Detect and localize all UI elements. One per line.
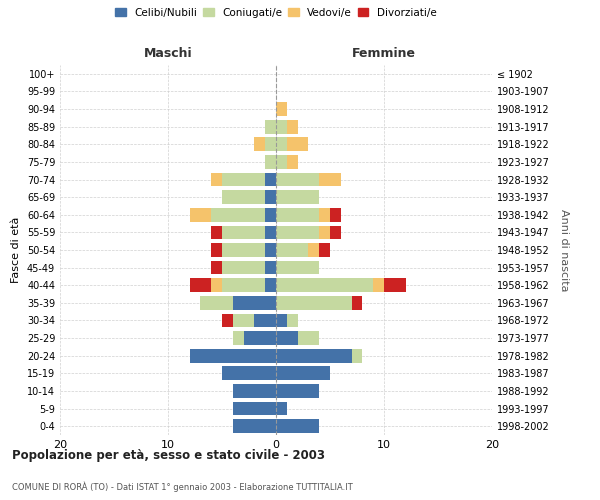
Bar	[211, 278, 222, 292]
Bar	[276, 226, 319, 239]
Bar	[222, 260, 265, 274]
Bar	[276, 172, 319, 186]
Bar	[276, 349, 352, 362]
Y-axis label: Anni di nascita: Anni di nascita	[559, 209, 569, 291]
Bar	[276, 208, 319, 222]
Text: Maschi: Maschi	[143, 47, 193, 60]
Bar	[222, 366, 276, 380]
Bar	[254, 138, 265, 151]
Text: Femmine: Femmine	[352, 47, 416, 60]
Bar	[276, 243, 308, 257]
Bar	[265, 120, 276, 134]
Bar	[276, 260, 319, 274]
Bar	[287, 138, 308, 151]
Bar	[319, 243, 330, 257]
Bar	[244, 331, 276, 345]
Bar	[384, 278, 406, 292]
Bar	[265, 190, 276, 204]
Bar	[211, 172, 222, 186]
Bar	[276, 331, 298, 345]
Bar	[287, 314, 298, 328]
Bar	[276, 420, 319, 433]
Bar	[265, 172, 276, 186]
Bar	[352, 349, 362, 362]
Bar	[287, 155, 298, 169]
Bar	[276, 296, 352, 310]
Bar	[298, 331, 319, 345]
Legend: Celibi/Nubili, Coniugati/e, Vedovi/e, Divorziati/e: Celibi/Nubili, Coniugati/e, Vedovi/e, Di…	[115, 8, 437, 18]
Bar	[233, 331, 244, 345]
Bar	[211, 243, 222, 257]
Bar	[222, 243, 265, 257]
Bar	[265, 208, 276, 222]
Bar	[211, 226, 222, 239]
Bar	[190, 349, 276, 362]
Bar	[233, 402, 276, 415]
Bar	[265, 226, 276, 239]
Bar	[287, 120, 298, 134]
Bar	[330, 208, 341, 222]
Bar	[211, 260, 222, 274]
Bar	[233, 420, 276, 433]
Bar	[222, 190, 265, 204]
Bar	[200, 296, 233, 310]
Text: Popolazione per età, sesso e stato civile - 2003: Popolazione per età, sesso e stato civil…	[12, 450, 325, 462]
Bar	[265, 260, 276, 274]
Bar	[352, 296, 362, 310]
Bar	[265, 278, 276, 292]
Bar	[222, 172, 265, 186]
Bar	[276, 102, 287, 116]
Text: COMUNE DI RORÀ (TO) - Dati ISTAT 1° gennaio 2003 - Elaborazione TUTTITALIA.IT: COMUNE DI RORÀ (TO) - Dati ISTAT 1° genn…	[12, 482, 353, 492]
Bar	[190, 208, 211, 222]
Bar	[276, 278, 373, 292]
Bar	[265, 138, 276, 151]
Bar	[276, 366, 330, 380]
Bar	[233, 314, 254, 328]
Bar	[319, 208, 330, 222]
Bar	[276, 384, 319, 398]
Bar	[330, 226, 341, 239]
Bar	[222, 226, 265, 239]
Bar	[254, 314, 276, 328]
Y-axis label: Fasce di età: Fasce di età	[11, 217, 21, 283]
Bar	[276, 190, 319, 204]
Bar	[190, 278, 211, 292]
Bar	[276, 314, 287, 328]
Bar	[276, 120, 287, 134]
Bar	[373, 278, 384, 292]
Bar	[276, 402, 287, 415]
Bar	[233, 296, 276, 310]
Bar	[211, 208, 265, 222]
Bar	[233, 384, 276, 398]
Bar	[222, 314, 233, 328]
Bar	[319, 172, 341, 186]
Bar	[265, 243, 276, 257]
Bar	[319, 226, 330, 239]
Bar	[276, 155, 287, 169]
Bar	[265, 155, 276, 169]
Bar	[276, 138, 287, 151]
Bar	[308, 243, 319, 257]
Bar	[222, 278, 265, 292]
